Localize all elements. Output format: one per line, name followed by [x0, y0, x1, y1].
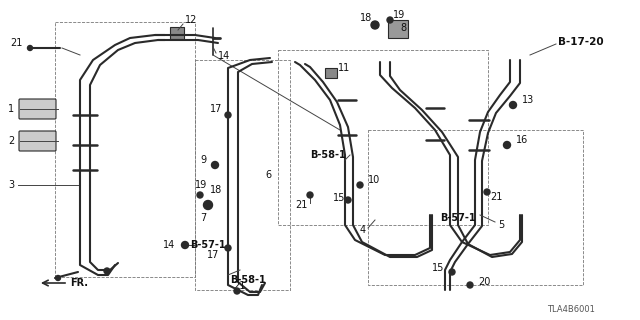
Text: 9: 9: [200, 155, 206, 165]
Bar: [325, 68, 337, 78]
FancyBboxPatch shape: [19, 99, 56, 119]
Circle shape: [225, 112, 231, 118]
Text: 2: 2: [8, 136, 14, 146]
Text: TLA4B6001: TLA4B6001: [547, 306, 595, 315]
Circle shape: [467, 282, 473, 288]
Circle shape: [225, 245, 231, 251]
Circle shape: [357, 182, 363, 188]
Circle shape: [56, 276, 61, 281]
Bar: [55, 22, 195, 277]
Text: B-58-1: B-58-1: [230, 275, 266, 285]
Circle shape: [509, 101, 516, 108]
Text: B-58-1: B-58-1: [310, 150, 346, 160]
Circle shape: [387, 17, 393, 23]
Text: 4: 4: [360, 225, 366, 235]
Text: 21: 21: [295, 200, 307, 210]
Bar: [368, 130, 583, 285]
Text: 6: 6: [265, 170, 271, 180]
Text: 11: 11: [338, 63, 350, 73]
Text: B-57-1: B-57-1: [440, 213, 476, 223]
Text: 5: 5: [498, 220, 504, 230]
Bar: [388, 20, 408, 38]
Circle shape: [104, 268, 110, 274]
Circle shape: [449, 269, 455, 275]
Circle shape: [197, 192, 203, 198]
Text: 14: 14: [218, 51, 230, 61]
FancyBboxPatch shape: [19, 131, 56, 151]
Text: 17: 17: [207, 250, 220, 260]
Text: 21: 21: [490, 192, 502, 202]
Text: 20: 20: [478, 277, 490, 287]
Text: 19: 19: [393, 10, 405, 20]
Circle shape: [371, 21, 379, 29]
Text: B-57-1: B-57-1: [190, 240, 226, 250]
Circle shape: [234, 288, 240, 294]
Text: 21: 21: [233, 281, 245, 291]
Circle shape: [504, 141, 511, 148]
Text: 18: 18: [210, 185, 222, 195]
Text: 14: 14: [163, 240, 175, 250]
Text: 21: 21: [10, 38, 22, 48]
Bar: [278, 50, 488, 225]
Text: 13: 13: [522, 95, 534, 105]
Text: 3: 3: [8, 180, 14, 190]
Text: 7: 7: [200, 213, 206, 223]
Text: 10: 10: [368, 175, 380, 185]
Circle shape: [204, 201, 212, 210]
Text: 18: 18: [360, 13, 372, 23]
Circle shape: [28, 45, 33, 51]
Circle shape: [182, 242, 189, 249]
Circle shape: [307, 192, 313, 198]
Text: 12: 12: [185, 15, 197, 25]
Text: 17: 17: [210, 104, 222, 114]
Text: 16: 16: [516, 135, 528, 145]
Bar: [195, 60, 290, 290]
Text: B-17-20: B-17-20: [558, 37, 604, 47]
Circle shape: [484, 189, 490, 195]
Text: 15: 15: [333, 193, 346, 203]
Text: 1: 1: [8, 104, 14, 114]
Text: FR.: FR.: [70, 278, 88, 288]
Bar: [170, 27, 184, 39]
Circle shape: [211, 162, 218, 169]
Text: 8: 8: [400, 23, 406, 33]
Text: 15: 15: [432, 263, 444, 273]
Circle shape: [345, 197, 351, 203]
Text: 19: 19: [195, 180, 207, 190]
